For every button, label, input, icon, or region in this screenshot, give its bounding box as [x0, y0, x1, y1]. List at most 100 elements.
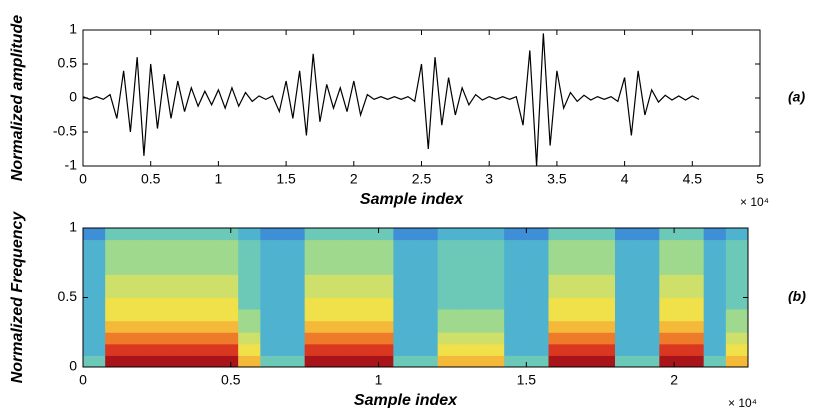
- heat-cell: [260, 309, 283, 322]
- heat-cell: [193, 343, 217, 356]
- heat-cell: [548, 251, 572, 264]
- heat-cell: [393, 332, 416, 345]
- heat-cell: [260, 297, 283, 310]
- heat-cell: [504, 297, 527, 310]
- heat-cell: [459, 285, 483, 298]
- heat-cell: [371, 239, 394, 252]
- heat-cell: [371, 309, 394, 322]
- heat-cell: [326, 343, 350, 356]
- heat-cell: [193, 332, 217, 345]
- heat-cell: [83, 343, 106, 356]
- heat-cell: [260, 251, 283, 264]
- heat-cell: [149, 343, 173, 356]
- heat-cell: [548, 274, 572, 287]
- x-axis-title: Sample index: [354, 392, 458, 408]
- heat-cell: [526, 297, 549, 310]
- heat-cell: [725, 285, 749, 298]
- heat-cell: [504, 262, 527, 275]
- heat-cell: [83, 332, 106, 345]
- heat-cell: [548, 320, 572, 333]
- heat-cell: [681, 309, 705, 322]
- heat-cell: [326, 228, 350, 241]
- heat-cell: [326, 309, 350, 322]
- heat-cell: [127, 355, 150, 368]
- heat-cell: [526, 251, 549, 264]
- heat-cell: [216, 251, 239, 264]
- heat-cell: [304, 297, 328, 310]
- heat-cell: [127, 332, 150, 345]
- heat-cell: [659, 239, 682, 252]
- heat-cell: [592, 251, 616, 264]
- x-axis-title: Sample index: [360, 191, 464, 208]
- heat-cell: [193, 274, 217, 287]
- heat-cell: [238, 355, 261, 368]
- heat-cell: [282, 285, 306, 298]
- heat-cell: [371, 274, 394, 287]
- heat-cell: [193, 262, 217, 275]
- heat-cell: [548, 262, 572, 275]
- heat-cell: [570, 228, 594, 241]
- heat-cell: [260, 262, 283, 275]
- heat-cell: [127, 297, 150, 310]
- heat-cell: [526, 262, 549, 275]
- heat-cell: [526, 239, 549, 252]
- heat-cell: [681, 297, 705, 310]
- heat-cell: [415, 262, 439, 275]
- heat-cell: [371, 228, 394, 241]
- heat-cell: [681, 343, 705, 356]
- heat-cell: [637, 355, 660, 368]
- heat-cell: [193, 285, 217, 298]
- heat-cell: [393, 239, 416, 252]
- heat-cell: [437, 228, 461, 241]
- heat-cell: [349, 274, 372, 287]
- heat-cell: [326, 262, 350, 275]
- heat-cell: [216, 309, 239, 322]
- x-tick-label: 2: [350, 171, 358, 187]
- heat-cell: [592, 343, 616, 356]
- heat-cell: [725, 239, 749, 252]
- heat-cell: [415, 239, 439, 252]
- y-tick-label: 1: [69, 21, 77, 37]
- heat-cell: [149, 309, 173, 322]
- heat-cell: [459, 262, 483, 275]
- heat-cell: [282, 262, 306, 275]
- heat-cell: [260, 355, 283, 368]
- heat-cell: [238, 309, 261, 322]
- heat-cell: [703, 343, 727, 356]
- heat-cell: [371, 320, 394, 333]
- heat-cell: [415, 285, 439, 298]
- heat-cell: [681, 274, 705, 287]
- heat-cell: [216, 239, 239, 252]
- heat-cell: [216, 332, 239, 345]
- heat-cell: [149, 320, 173, 333]
- heat-cell: [371, 355, 394, 368]
- heat-cell: [570, 251, 594, 264]
- heat-cell: [637, 309, 660, 322]
- x-tick-label: 0: [79, 372, 87, 388]
- heat-cell: [127, 228, 150, 241]
- heat-cell: [615, 332, 638, 345]
- heat-cell: [149, 274, 173, 287]
- heat-cell: [659, 262, 682, 275]
- heat-cell: [482, 285, 505, 298]
- heat-cell: [659, 228, 682, 241]
- heat-cell: [105, 297, 128, 310]
- x-tick-label: 1.5: [276, 171, 296, 187]
- heat-cell: [570, 343, 594, 356]
- heat-cell: [681, 262, 705, 275]
- heat-cell: [703, 228, 727, 241]
- heat-cell: [349, 297, 372, 310]
- heat-cell: [725, 297, 749, 310]
- heat-cell: [725, 262, 749, 275]
- heat-cell: [725, 274, 749, 287]
- heat-cell: [171, 332, 195, 345]
- heat-cell: [725, 355, 749, 368]
- heat-cell: [238, 228, 261, 241]
- heat-cell: [570, 332, 594, 345]
- heat-cell: [459, 309, 483, 322]
- heat-cell: [282, 320, 306, 333]
- heat-cell: [171, 355, 195, 368]
- heat-cell: [371, 297, 394, 310]
- heat-cell: [681, 228, 705, 241]
- heat-cell: [282, 274, 306, 287]
